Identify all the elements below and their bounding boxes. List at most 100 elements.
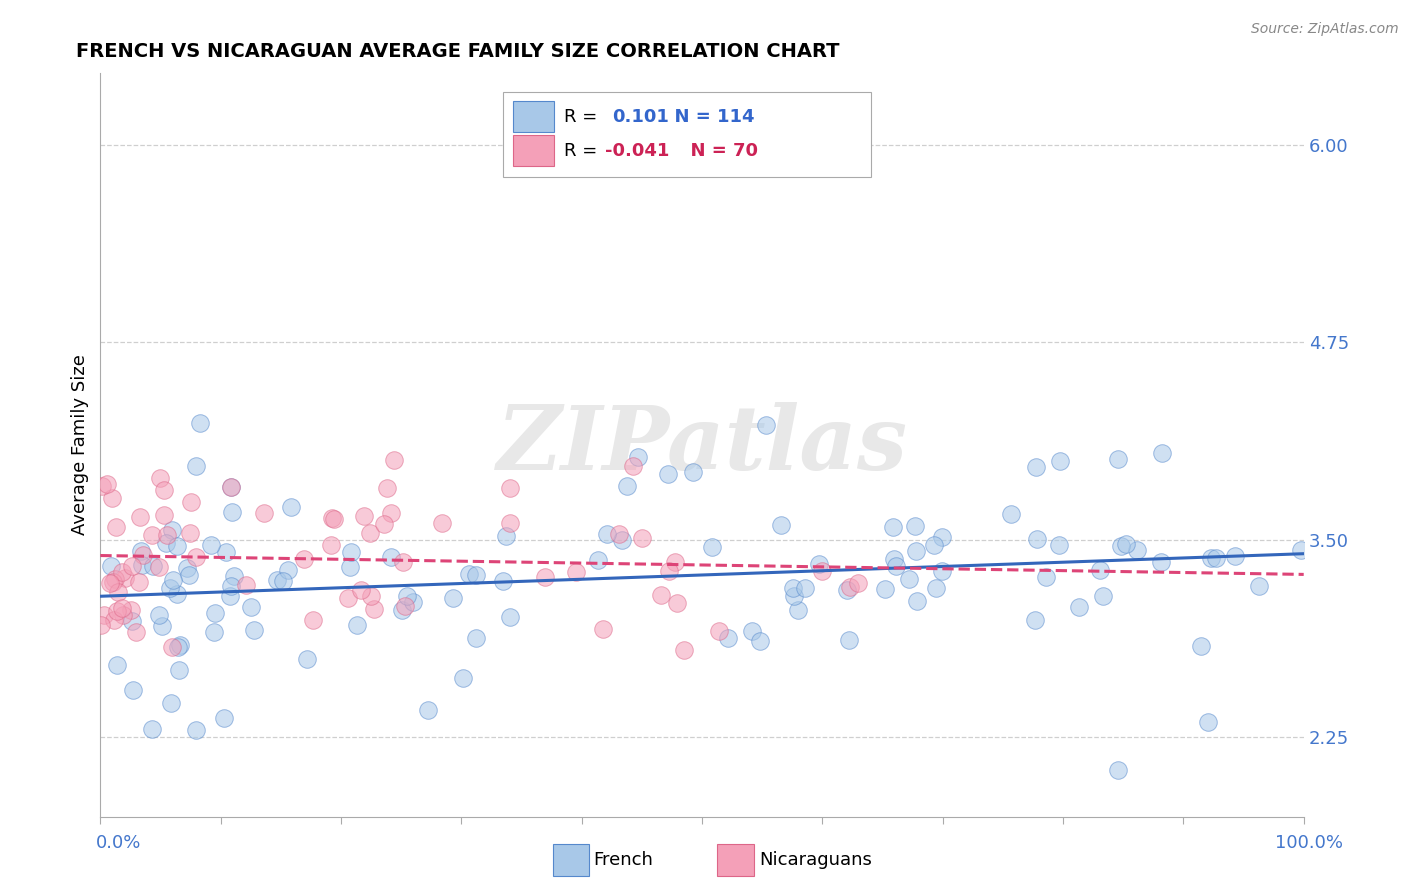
FancyBboxPatch shape bbox=[513, 101, 554, 132]
Point bbox=[1026, 532, 1049, 546]
Point bbox=[350, 582, 373, 597]
Point bbox=[658, 564, 681, 578]
Point bbox=[664, 555, 686, 569]
Point bbox=[149, 471, 172, 485]
Point bbox=[105, 520, 128, 534]
Point bbox=[1197, 714, 1219, 729]
Point bbox=[492, 574, 515, 588]
Point bbox=[458, 567, 481, 582]
Point bbox=[235, 577, 257, 591]
Point bbox=[1223, 549, 1246, 563]
Point bbox=[148, 560, 170, 574]
Point bbox=[794, 581, 817, 595]
Point bbox=[200, 539, 222, 553]
Point bbox=[167, 663, 190, 677]
Point bbox=[495, 528, 517, 542]
Point bbox=[114, 571, 136, 585]
Point bbox=[884, 558, 907, 573]
Point bbox=[340, 545, 363, 559]
Point bbox=[128, 575, 150, 590]
Point bbox=[179, 525, 201, 540]
Point bbox=[1289, 542, 1312, 557]
Point bbox=[1115, 537, 1137, 551]
Point bbox=[160, 640, 183, 654]
Point bbox=[441, 591, 464, 605]
Point bbox=[931, 531, 953, 545]
Point bbox=[219, 480, 242, 494]
Point bbox=[176, 561, 198, 575]
Text: N = 70: N = 70 bbox=[678, 142, 758, 160]
Point bbox=[1088, 563, 1111, 577]
Point bbox=[672, 643, 695, 657]
Point bbox=[346, 618, 368, 632]
Point bbox=[105, 604, 128, 618]
Point bbox=[621, 458, 644, 473]
Point bbox=[107, 585, 129, 599]
Point bbox=[156, 528, 179, 542]
Point bbox=[807, 557, 830, 571]
Text: -0.041: -0.041 bbox=[605, 142, 669, 160]
Point bbox=[131, 558, 153, 572]
Point bbox=[159, 581, 181, 595]
Point bbox=[905, 594, 928, 608]
Point bbox=[301, 613, 323, 627]
Point bbox=[129, 544, 152, 558]
Text: N = 114: N = 114 bbox=[662, 108, 755, 126]
Point bbox=[166, 587, 188, 601]
Point bbox=[321, 538, 343, 552]
Point bbox=[121, 614, 143, 628]
Point bbox=[111, 601, 134, 615]
Point bbox=[1189, 639, 1212, 653]
Point bbox=[922, 538, 945, 552]
Point bbox=[353, 508, 375, 523]
Point bbox=[295, 651, 318, 665]
Point bbox=[499, 610, 522, 624]
Point bbox=[717, 631, 740, 645]
Point bbox=[221, 505, 243, 519]
Point bbox=[215, 545, 238, 559]
Point bbox=[650, 588, 672, 602]
Point bbox=[103, 572, 125, 586]
Point bbox=[96, 477, 118, 491]
Point bbox=[741, 624, 763, 639]
Point bbox=[150, 618, 173, 632]
Point bbox=[111, 608, 134, 623]
Point bbox=[132, 548, 155, 562]
Point bbox=[396, 589, 419, 603]
Point bbox=[160, 697, 183, 711]
Point bbox=[90, 617, 112, 632]
Point bbox=[616, 478, 638, 492]
Point bbox=[160, 523, 183, 537]
Point bbox=[905, 544, 928, 558]
Point bbox=[323, 512, 346, 526]
Point bbox=[142, 559, 165, 574]
Point bbox=[222, 568, 245, 582]
Point bbox=[682, 465, 704, 479]
Point bbox=[253, 506, 276, 520]
Point bbox=[90, 479, 112, 493]
Point bbox=[179, 567, 201, 582]
Point bbox=[748, 634, 770, 648]
Point bbox=[240, 600, 263, 615]
Point bbox=[533, 570, 555, 584]
Point bbox=[128, 509, 150, 524]
Point bbox=[212, 711, 235, 725]
Point bbox=[882, 520, 904, 534]
Point bbox=[120, 603, 142, 617]
Point bbox=[169, 638, 191, 652]
Point bbox=[98, 575, 121, 590]
Point bbox=[897, 572, 920, 586]
Point bbox=[266, 574, 288, 588]
Point bbox=[904, 519, 927, 533]
Point bbox=[769, 517, 792, 532]
Point bbox=[141, 527, 163, 541]
Point bbox=[1025, 459, 1047, 474]
Text: Source: ZipAtlas.com: Source: ZipAtlas.com bbox=[1251, 22, 1399, 37]
Point bbox=[292, 552, 315, 566]
Point bbox=[186, 723, 208, 738]
Point bbox=[451, 671, 474, 685]
Point bbox=[1109, 540, 1132, 554]
Point bbox=[339, 560, 361, 574]
Point bbox=[875, 582, 897, 597]
Point bbox=[103, 613, 125, 627]
